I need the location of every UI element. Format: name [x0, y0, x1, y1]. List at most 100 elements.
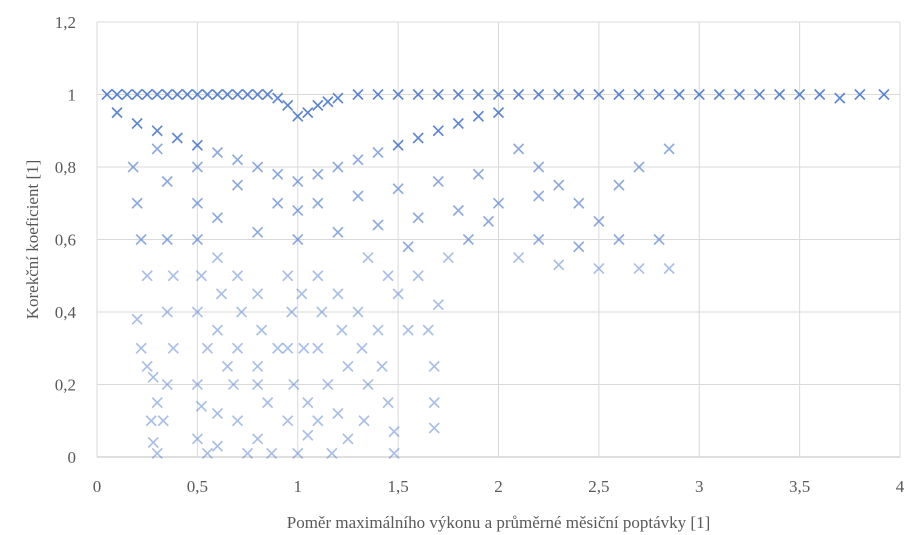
data-point — [653, 88, 665, 101]
data-point — [171, 88, 183, 101]
data-point — [332, 92, 344, 104]
data-point — [292, 233, 304, 246]
data-point — [252, 161, 264, 173]
data-point — [252, 433, 264, 445]
data-point — [161, 175, 173, 188]
data-point — [231, 342, 244, 354]
data-point — [157, 415, 169, 427]
data-point — [111, 107, 123, 119]
data-point — [322, 378, 334, 391]
data-point — [288, 378, 300, 391]
data-point — [613, 233, 625, 246]
data-point — [358, 415, 370, 427]
data-point — [392, 288, 404, 300]
data-point — [231, 154, 244, 166]
data-point — [147, 436, 159, 449]
data-point — [191, 139, 203, 151]
y-tick-label: 1,2 — [55, 13, 76, 32]
data-point — [388, 426, 400, 438]
data-point — [302, 107, 314, 119]
data-point — [191, 161, 203, 173]
data-point — [492, 197, 505, 209]
data-point — [195, 270, 207, 282]
data-point — [266, 447, 278, 459]
data-point — [372, 219, 384, 231]
data-point — [231, 179, 244, 191]
x-tick-label: 0,5 — [187, 477, 208, 496]
data-point — [342, 433, 354, 445]
data-point — [201, 447, 213, 459]
data-point — [633, 161, 645, 173]
data-point — [372, 146, 384, 159]
data-point — [298, 342, 310, 354]
data-point — [513, 252, 525, 264]
data-point — [533, 190, 545, 202]
x-tick-labels: 0 0,5 1 1,5 2 2,5 3 3,5 4 — [93, 477, 905, 496]
data-point — [593, 262, 605, 275]
data-point — [342, 360, 354, 372]
data-point — [135, 233, 147, 246]
y-tick-label: 1 — [68, 86, 77, 105]
data-point — [312, 270, 324, 282]
data-point — [513, 88, 525, 101]
data-point — [513, 143, 525, 155]
data-point — [135, 342, 147, 354]
data-point — [191, 433, 203, 445]
data-point — [336, 324, 348, 336]
data-point — [392, 139, 404, 151]
x-tick-label: 4 — [896, 477, 905, 496]
data-point — [211, 88, 224, 101]
data-point — [252, 378, 264, 391]
data-point — [356, 342, 368, 354]
data-point — [362, 378, 374, 391]
data-point — [272, 197, 284, 209]
data-point — [553, 88, 565, 101]
data-point — [412, 132, 424, 144]
data-point — [272, 92, 284, 104]
data-point — [402, 324, 414, 336]
data-point — [573, 88, 585, 101]
data-point — [392, 183, 404, 195]
data-point — [151, 447, 163, 459]
data-point — [312, 197, 324, 209]
data-point — [392, 88, 404, 101]
data-point — [272, 342, 284, 354]
data-point — [432, 175, 444, 188]
data-point — [352, 88, 364, 101]
data-point — [352, 306, 364, 318]
data-point — [241, 447, 254, 459]
data-point — [211, 324, 224, 336]
data-point — [372, 88, 384, 101]
data-point — [834, 92, 846, 104]
data-point — [127, 161, 139, 173]
scatter-points — [101, 88, 890, 459]
y-tick-labels: 0 0,2 0,4 0,6 0,8 1 1,2 — [55, 13, 77, 467]
data-point — [181, 88, 193, 101]
data-point — [492, 88, 505, 101]
data-point — [633, 88, 645, 101]
data-point — [101, 88, 113, 101]
data-point — [111, 88, 123, 101]
data-point — [388, 447, 400, 459]
data-point — [332, 161, 344, 173]
data-point — [282, 99, 294, 111]
data-point — [161, 378, 173, 391]
data-point — [412, 212, 424, 224]
data-point — [352, 154, 364, 166]
data-point — [141, 88, 153, 101]
data-point — [733, 88, 745, 101]
data-point — [191, 233, 203, 246]
data-point — [296, 288, 308, 300]
data-point — [412, 88, 424, 101]
data-point — [286, 306, 298, 318]
y-tick-label: 0,4 — [55, 303, 77, 322]
data-point — [131, 313, 143, 325]
data-point — [352, 190, 364, 202]
data-point — [252, 360, 264, 372]
data-point — [231, 270, 244, 282]
x-tick-label: 2 — [494, 477, 503, 496]
data-point — [131, 117, 143, 130]
data-point — [332, 288, 344, 300]
data-point — [161, 233, 173, 246]
